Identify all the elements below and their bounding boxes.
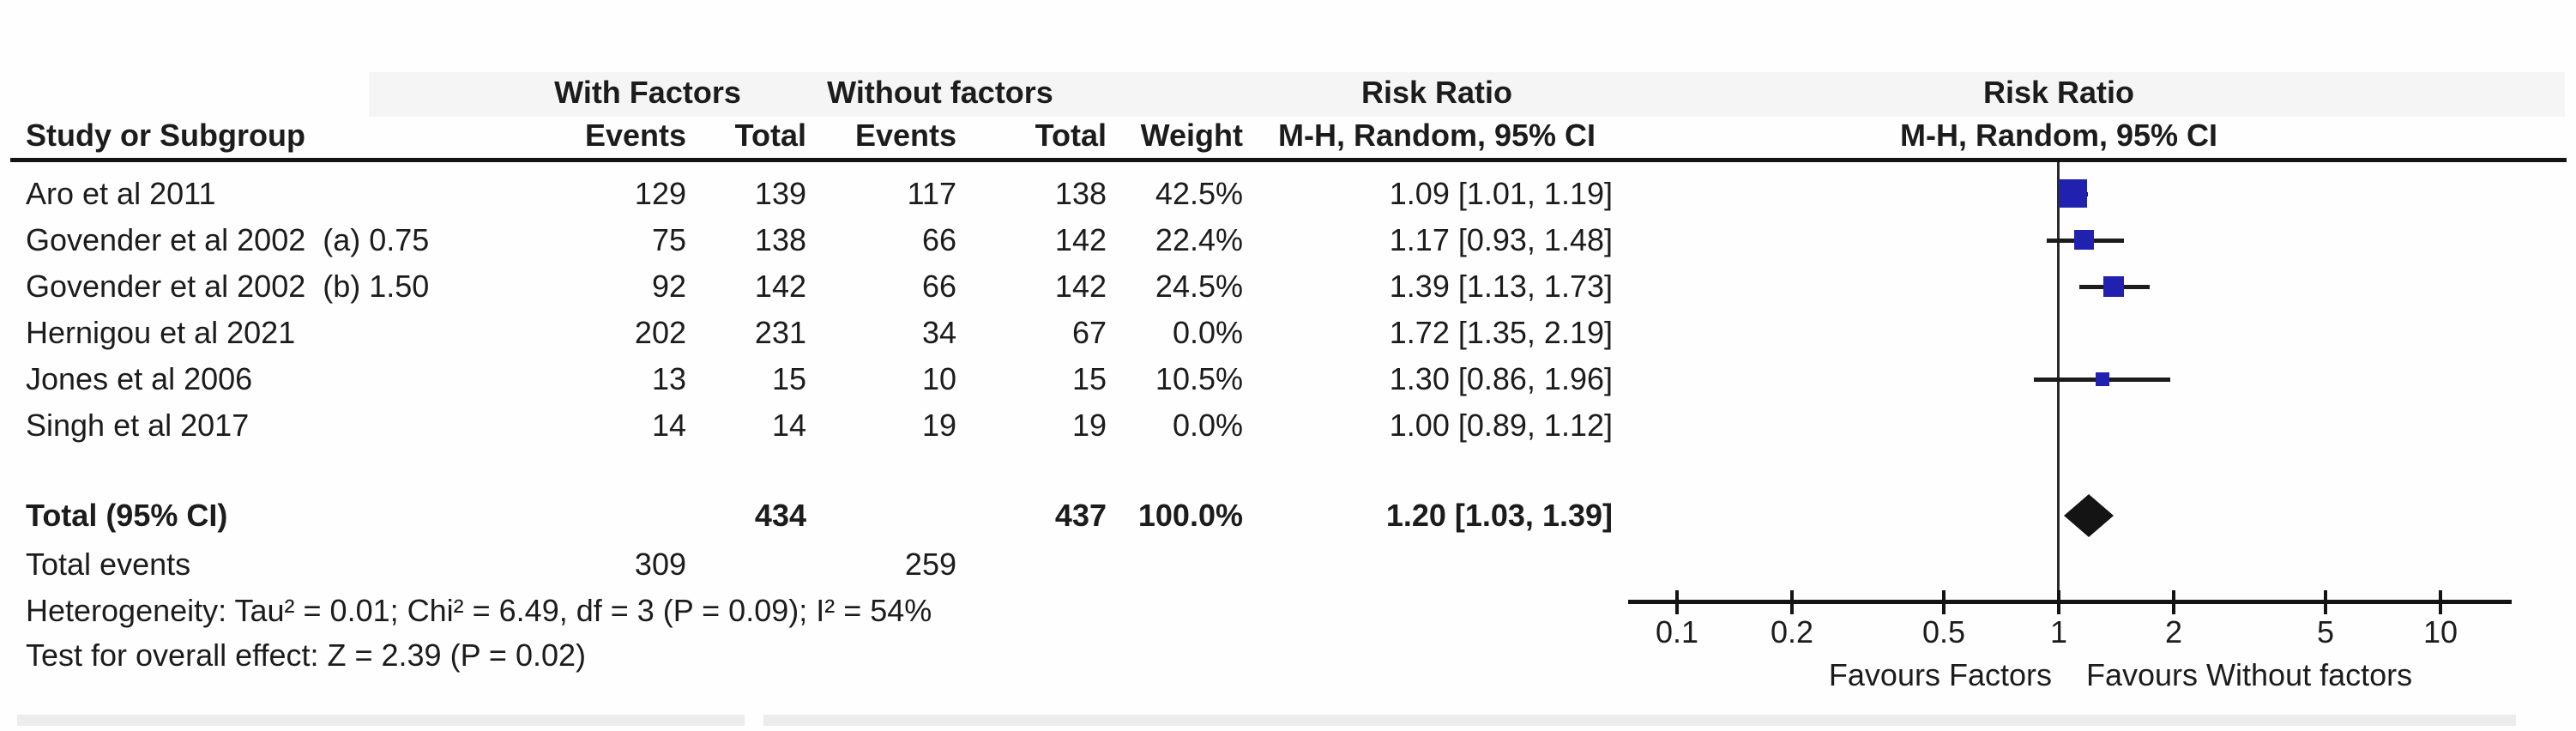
study-cell-total_with: 139 [754,176,806,211]
study-cell-total_with: 138 [754,222,806,257]
study-cell-weight: 0.0% [1172,408,1243,443]
study-cell-weight: 22.4% [1155,222,1243,257]
study-cell-weight: 0.0% [1172,315,1243,350]
study-cell-rr-ci: 1.17 [0.93, 1.48] [1389,222,1613,257]
study-cell-total_without: 138 [1054,176,1107,211]
total-row-total-with: 434 [754,498,806,533]
study-cell-rr-ci: 1.09 [1.01, 1.19] [1389,176,1613,211]
axis-tick [2439,590,2442,614]
axis-tick-label: 1 [2049,614,2068,649]
study-cell-rr-ci: 1.39 [1.13, 1.73] [1389,269,1613,304]
total-events-without-value: 259 [904,547,956,582]
total-row-rr-ci: 1.20 [1.03, 1.39] [1385,498,1613,533]
study-marker-square [2074,230,2094,250]
column-header-events-without: Events [854,118,956,153]
study-cell-total_without: 67 [1071,315,1107,350]
x-axis-line [1628,600,2512,604]
study-name: Govender et al 2002 (b) 1.50 [26,269,430,304]
total-events-with-value: 309 [634,547,686,582]
favours-left-label: Favours Factors [1828,657,2052,692]
axis-tick [1675,590,1679,614]
header-rule [10,158,2567,162]
risk-ratio-header-text: Risk Ratio [1360,75,1513,110]
study-cell-total_without: 142 [1054,222,1107,257]
bottom-gray-strip-right [763,715,2516,726]
study-name: Jones et al 2006 [26,361,253,396]
favours-right-label: Favours Without factors [2086,657,2413,692]
study-cell-weight: 42.5% [1155,176,1243,211]
column-header-total-without: Total [1035,118,1107,153]
study-cell-events_without: 66 [921,222,956,257]
study-cell-events_without: 10 [921,361,956,396]
study-cell-weight: 10.5% [1155,361,1243,396]
total-row-weight: 100.0% [1137,498,1243,533]
axis-tick [1790,590,1794,614]
column-header-events-with: Events [584,118,686,153]
axis-tick-label: 10 [2422,614,2458,649]
axis-tick-label: 5 [2316,614,2335,649]
study-cell-total_with: 231 [754,315,806,350]
study-cell-events_with: 75 [651,222,686,257]
study-marker-square [2096,372,2109,386]
study-cell-total_with: 15 [771,361,806,396]
study-name: Singh et al 2017 [26,408,250,443]
total-events-label: Total events [26,547,191,582]
total-diamond [2064,494,2114,537]
study-marker-square [2103,276,2124,297]
study-cell-rr-ci: 1.72 [1.35, 2.19] [1389,315,1613,350]
axis-tick-label: 0.2 [1770,614,1814,649]
study-name: Govender et al 2002 (a) 0.75 [26,222,430,257]
study-cell-events_with: 92 [651,269,686,304]
axis-tick [1942,590,1946,614]
column-header-study: Study or Subgroup [26,118,305,153]
axis-tick [2324,590,2327,614]
risk-ratio-header-plot: Risk Ratio [1982,75,2135,110]
axis-tick-label: 0.1 [1655,614,1699,649]
study-cell-events_without: 19 [921,408,956,443]
column-header-mh-ci-text: M-H, Random, 95% CI [1277,118,1596,153]
study-cell-events_without: 66 [921,269,956,304]
null-effect-line [2057,162,2060,602]
study-cell-total_with: 142 [754,269,806,304]
column-header-total-with: Total [734,118,806,153]
axis-tick [2172,590,2175,614]
study-cell-rr-ci: 1.30 [0.86, 1.96] [1389,361,1613,396]
study-marker-square [2059,179,2087,208]
column-header-weight: Weight [1140,118,1243,153]
group-header-with-factors: With Factors [554,75,741,110]
study-cell-total_with: 14 [771,408,806,443]
total-row-label: Total (95% CI) [26,498,228,533]
total-row-total-without: 437 [1054,498,1107,533]
study-cell-events_with: 202 [634,315,686,350]
overall-effect-test: Test for overall effect: Z = 2.39 (P = 0… [26,637,587,673]
axis-tick-label: 0.5 [1921,614,1966,649]
axis-tick-label: 2 [2164,614,2183,649]
study-cell-weight: 24.5% [1155,269,1243,304]
study-name: Aro et al 2011 [26,176,216,211]
study-cell-events_with: 14 [651,408,686,443]
study-cell-rr-ci: 1.00 [0.89, 1.12] [1389,408,1613,443]
study-cell-events_with: 129 [634,176,686,211]
axis-tick [2057,590,2060,614]
study-cell-events_without: 117 [907,176,956,211]
group-header-without-factors: Without factors [827,75,1053,110]
bottom-gray-strip-left [17,715,745,726]
heterogeneity-stats: Heterogeneity: Tau² = 0.01; Chi² = 6.49,… [26,593,932,628]
study-cell-total_without: 19 [1071,408,1107,443]
study-cell-total_without: 15 [1071,361,1107,396]
study-cell-total_without: 142 [1054,269,1107,304]
study-cell-events_without: 34 [921,315,956,350]
study-cell-events_with: 13 [651,361,686,396]
header-gray-band [369,72,2565,117]
study-name: Hernigou et al 2021 [26,315,296,350]
column-header-mh-ci-plot: M-H, Random, 95% CI [1899,118,2218,153]
